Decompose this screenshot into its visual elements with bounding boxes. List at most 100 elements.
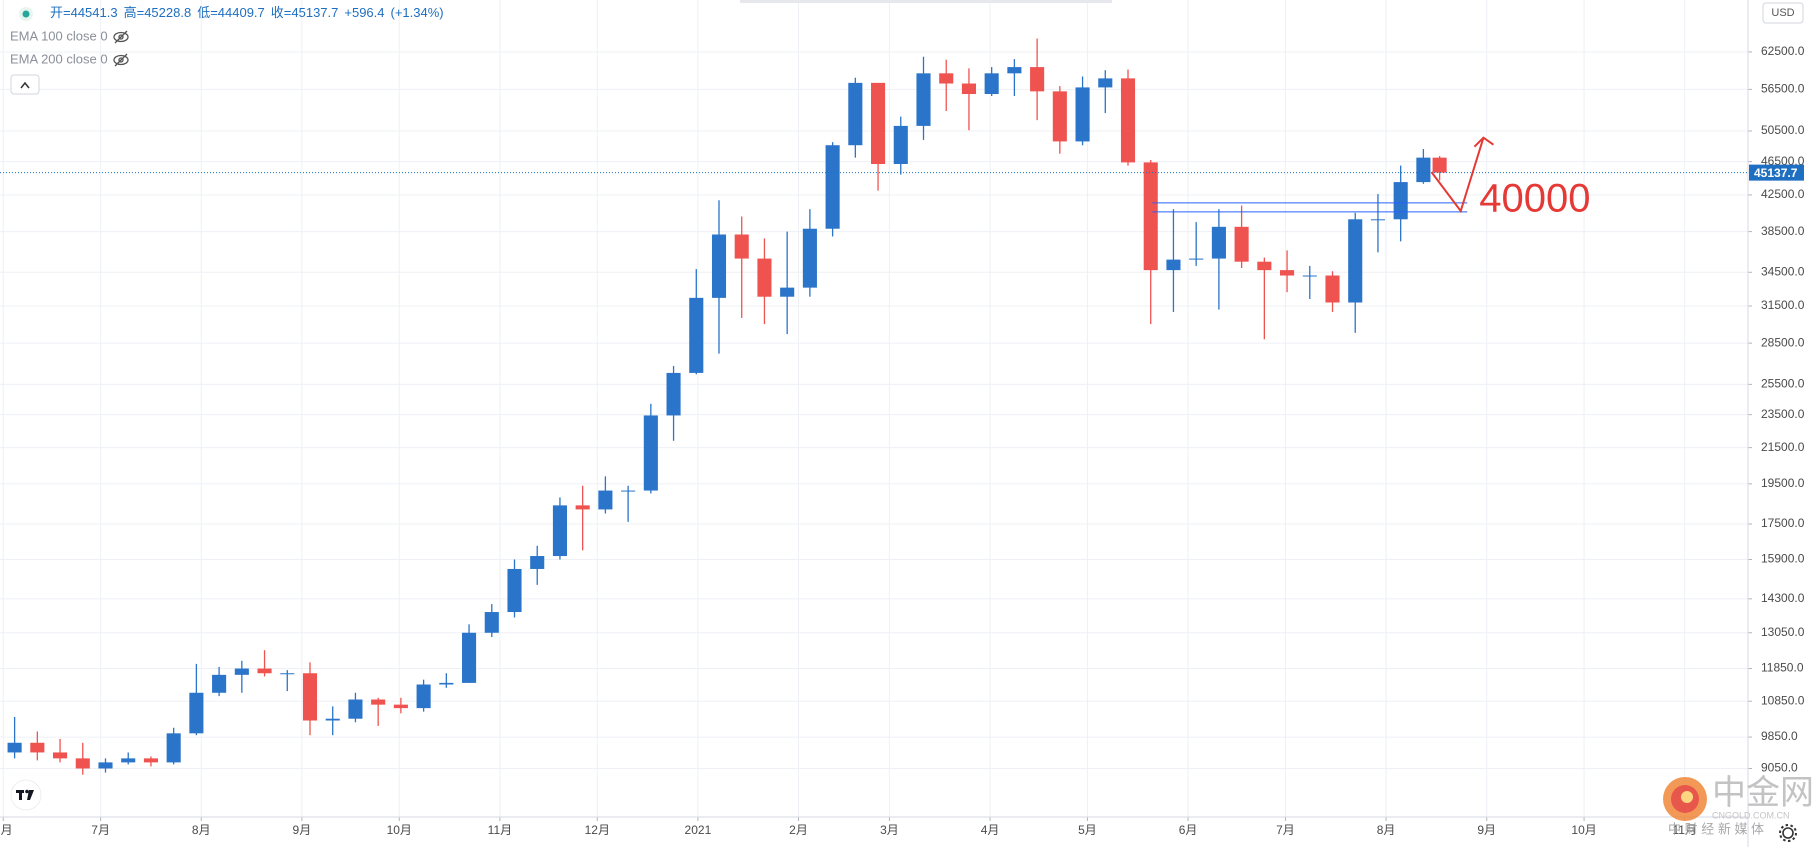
- candle-body: [484, 612, 499, 633]
- x-tick-label: 3月: [880, 823, 899, 837]
- collapse-button[interactable]: [10, 74, 40, 95]
- x-tick-label: 4月: [981, 823, 1000, 837]
- settings-icon[interactable]: [1779, 824, 1797, 842]
- candle-body: [257, 668, 272, 674]
- candle-body: [416, 684, 431, 709]
- candle-body: [212, 674, 227, 693]
- candle-body: [53, 752, 68, 759]
- candle-body: [1120, 78, 1136, 163]
- hide-icon[interactable]: [113, 53, 129, 67]
- legend-text: 44409.7: [218, 5, 265, 20]
- candle-body: [825, 145, 840, 229]
- candle-body: [802, 228, 817, 288]
- candle-body: [1370, 219, 1385, 221]
- candle-body: [30, 742, 45, 753]
- y-tick-label: 19500.0: [1761, 476, 1805, 490]
- candle-body: [1432, 157, 1447, 173]
- candle-body: [1166, 259, 1181, 271]
- candle-body: [552, 505, 567, 557]
- annotation-arrow: [1430, 137, 1485, 214]
- y-tick-label: 11850.0: [1761, 661, 1804, 675]
- x-tick-label: 8月: [192, 823, 211, 837]
- candle-body: [462, 632, 477, 683]
- legend-text: 低=: [197, 5, 218, 20]
- candle-body: [575, 505, 590, 510]
- candle-body: [711, 234, 727, 298]
- watermark-site: CNGOLD.COM.CN: [1712, 810, 1790, 820]
- x-tick-label: 2月: [789, 823, 808, 837]
- candle-body: [121, 758, 136, 763]
- y-tick-label: 23500.0: [1761, 407, 1805, 421]
- last-price-label: 45137.7: [1754, 166, 1798, 180]
- candle-body: [1325, 275, 1340, 303]
- candle-body: [234, 668, 249, 675]
- candle-body: [507, 568, 522, 613]
- legend-text: 高=: [124, 5, 145, 20]
- candle-body: [143, 758, 158, 763]
- candle-body: [1189, 258, 1204, 260]
- candle-body: [1393, 182, 1408, 220]
- x-tick-label: 11月: [488, 823, 512, 837]
- y-tick-label: 9050.0: [1761, 761, 1798, 775]
- x-tick-label: 7月: [91, 823, 110, 837]
- last-price-box: [1749, 164, 1804, 181]
- legend-text: 开=: [50, 5, 71, 20]
- legend-text: +596.4: [344, 5, 384, 20]
- indicator-label: EMA 200 close 0: [10, 51, 108, 66]
- legend-text: 45137.7: [291, 5, 338, 20]
- currency-label[interactable]: USD: [1771, 7, 1794, 19]
- candle-body: [530, 556, 545, 569]
- indicator-label: EMA 100 close 0: [10, 28, 108, 43]
- candle-body: [1052, 91, 1067, 142]
- y-tick-label: 10850.0: [1761, 693, 1805, 707]
- candle-body: [1143, 162, 1158, 271]
- candle-body: [439, 682, 454, 685]
- currency-button[interactable]: USD: [1762, 2, 1804, 24]
- watermark-name: 中金网: [1712, 774, 1814, 812]
- candle-body: [166, 733, 181, 763]
- candle-body: [871, 82, 886, 165]
- ohlc-legend: 开=44541.3 高=45228.8 低=44409.7 收=45137.7 +596…: [50, 5, 444, 20]
- y-tick-label: 9850.0: [1761, 729, 1798, 743]
- x-tick-label: 7月: [1276, 823, 1295, 837]
- candle-body: [780, 287, 795, 297]
- y-tick-label: 14300.0: [1761, 591, 1805, 605]
- candle-body: [893, 125, 908, 165]
- y-tick-label: 31500.0: [1761, 298, 1805, 312]
- y-tick-label: 46500.0: [1761, 154, 1805, 168]
- candle-body: [961, 83, 976, 94]
- annotation-text: 40000: [1479, 176, 1590, 220]
- x-tick-label: 5月: [1078, 823, 1097, 837]
- y-tick-label: 56500.0: [1761, 82, 1805, 96]
- y-tick-label: 50500.0: [1761, 123, 1805, 137]
- y-tick-label: 13050.0: [1761, 625, 1805, 639]
- candle-body: [939, 73, 954, 84]
- x-tick-label: 6月: [1179, 823, 1198, 837]
- candle-body: [1348, 219, 1363, 303]
- candle-body: [621, 490, 636, 492]
- candle-body: [1280, 270, 1295, 276]
- x-tick-label: 9月: [1477, 823, 1496, 837]
- candle-body: [1030, 67, 1045, 92]
- candle-body: [98, 762, 113, 769]
- y-tick-label: 34500.0: [1761, 264, 1805, 278]
- y-tick-label: 42500.0: [1761, 187, 1805, 201]
- candle-body: [1234, 226, 1249, 262]
- candle-body: [1075, 87, 1090, 142]
- watermark-slogan: 中 财 经 新 媒 体: [1668, 821, 1764, 836]
- x-tick-label: 6月: [0, 823, 13, 837]
- candle-body: [916, 73, 931, 126]
- x-tick-label: 11月: [1672, 823, 1696, 837]
- candle-body: [689, 297, 704, 373]
- candle-body: [666, 372, 681, 416]
- y-tick-label: 38500.0: [1761, 224, 1805, 238]
- legend-text: 44541.3: [71, 5, 118, 20]
- x-tick-label: 12月: [585, 823, 610, 837]
- arrow-head: [1473, 136, 1495, 148]
- candle-body: [1007, 67, 1022, 74]
- x-tick-label: 10月: [387, 823, 412, 837]
- hide-icon[interactable]: [113, 30, 129, 44]
- candle-body: [348, 699, 363, 719]
- candle-body: [598, 490, 613, 510]
